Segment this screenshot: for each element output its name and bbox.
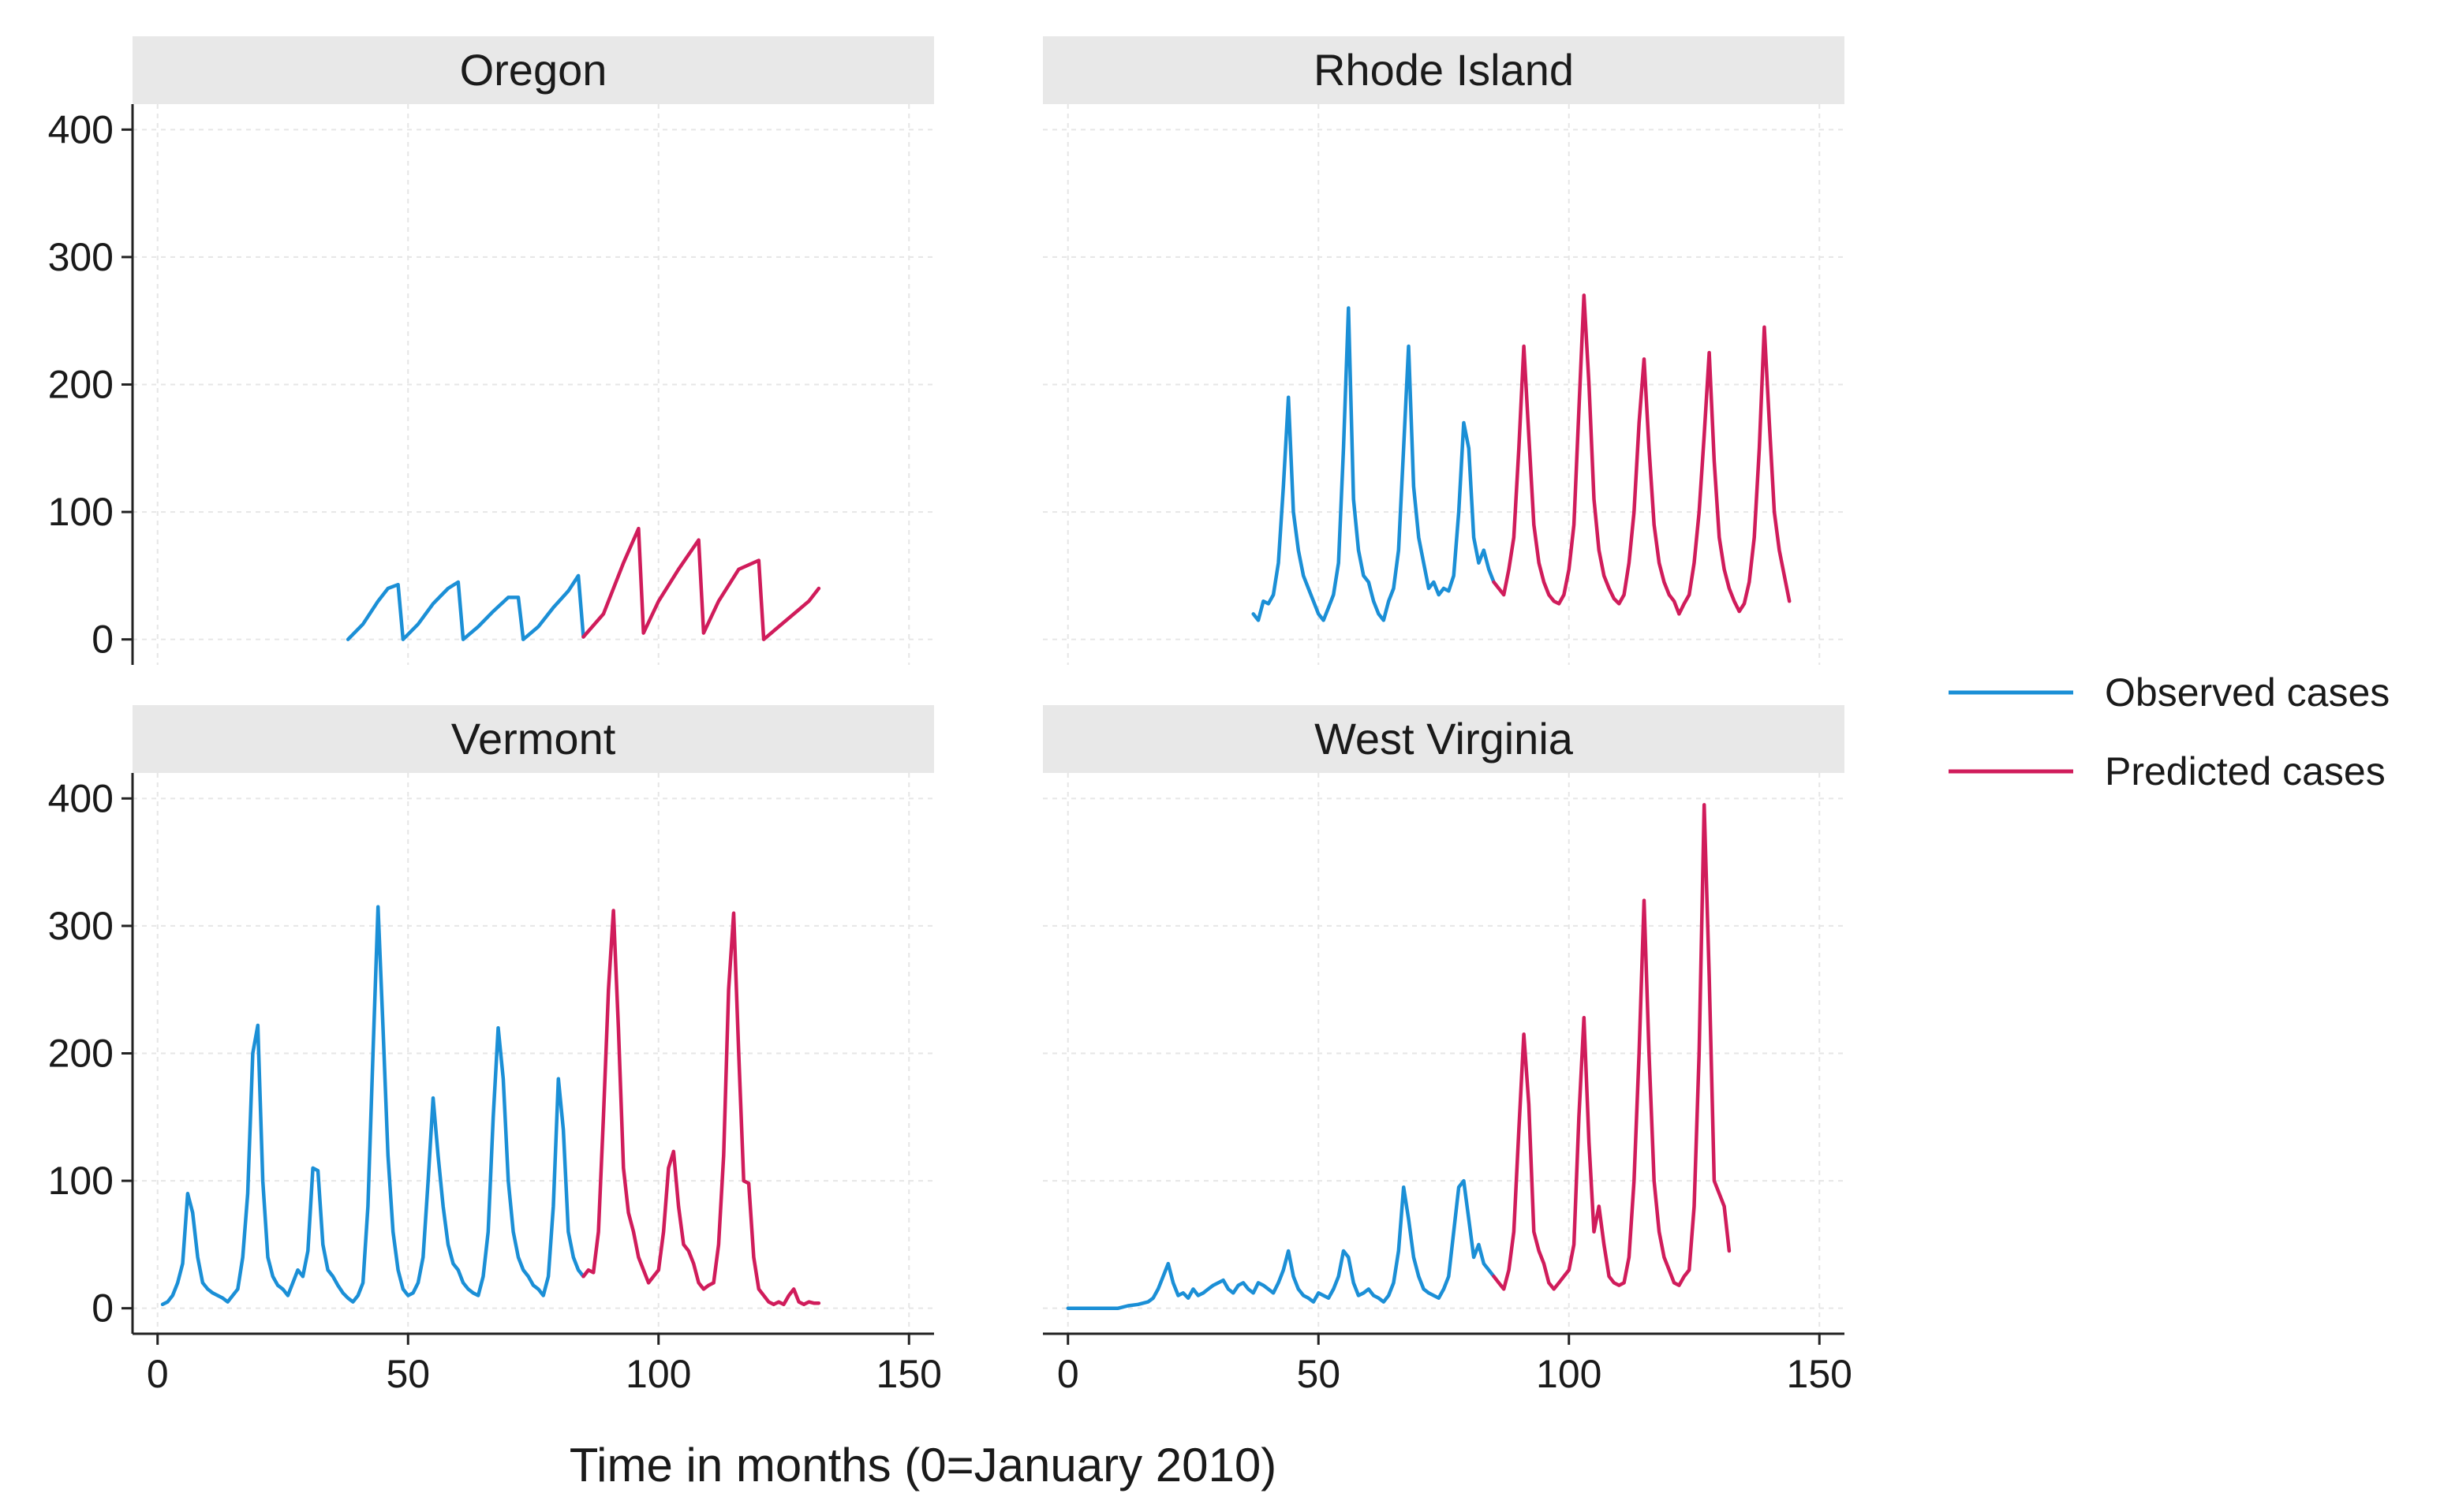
- series-line-observed-rhode-island: [1251, 306, 1496, 622]
- x-tick-label: 0: [147, 1352, 169, 1396]
- x-tick-label: 150: [876, 1352, 942, 1396]
- y-tick-label: 200: [48, 1032, 114, 1076]
- x-axis-title: Time in months (0=January 2010): [570, 1439, 1277, 1491]
- series-line-predicted-rhode-island: [1492, 293, 1792, 616]
- y-tick-label: 400: [48, 776, 114, 820]
- panel-strip-rhode-island: [1043, 36, 1844, 104]
- panel-strip-west-virginia: [1043, 705, 1844, 773]
- panel-vermont: Vermont 0 100 200 300 400 0 50 100 150: [48, 705, 942, 1396]
- series-line-predicted-oregon: [581, 526, 821, 641]
- y-tick-label: 200: [48, 363, 114, 407]
- series-line-observed-oregon: [346, 573, 585, 641]
- x-tick-label: 50: [1296, 1352, 1340, 1396]
- x-tick-label: 150: [1787, 1352, 1852, 1396]
- y-tick-label: 100: [48, 490, 114, 534]
- panels-layer: Oregon 0 100 200 300 400 Rhode Island Vermont 0 1…: [48, 36, 1852, 1396]
- y-tick-label: 400: [48, 107, 114, 151]
- panel-title-oregon: Oregon: [460, 45, 607, 95]
- series-line-predicted-vermont: [581, 909, 821, 1307]
- legend-label-predicted: Predicted cases: [2105, 749, 2386, 793]
- panel-oregon: Oregon 0 100 200 300 400: [48, 36, 934, 665]
- y-tick-label: 300: [48, 904, 114, 948]
- y-tick-label: 300: [48, 235, 114, 279]
- panel-rhode-island: Rhode Island: [1043, 36, 1844, 665]
- x-tick-label: 0: [1057, 1352, 1079, 1396]
- y-tick-label: 0: [92, 618, 114, 662]
- x-tick-label: 50: [386, 1352, 430, 1396]
- panel-west-virginia: West Virginia 0 50 100 150: [1043, 705, 1852, 1396]
- panel-strip-vermont: [133, 705, 934, 773]
- x-tick-label: 100: [1536, 1352, 1601, 1396]
- series-line-observed-west-virginia: [1066, 1178, 1496, 1310]
- y-tick-label: 100: [48, 1159, 114, 1203]
- legend: Observed cases Predicted cases: [1949, 670, 2390, 793]
- y-tick-label: 0: [92, 1286, 114, 1331]
- series-line-predicted-west-virginia: [1492, 803, 1732, 1291]
- panel-title-rhode-island: Rhode Island: [1314, 45, 1574, 95]
- panel-title-west-virginia: West Virginia: [1314, 714, 1574, 763]
- x-tick-label: 100: [626, 1352, 691, 1396]
- legend-label-observed: Observed cases: [2105, 670, 2390, 715]
- panel-title-vermont: Vermont: [451, 714, 616, 763]
- panel-strip-oregon: [133, 36, 934, 104]
- series-line-observed-vermont: [160, 905, 585, 1307]
